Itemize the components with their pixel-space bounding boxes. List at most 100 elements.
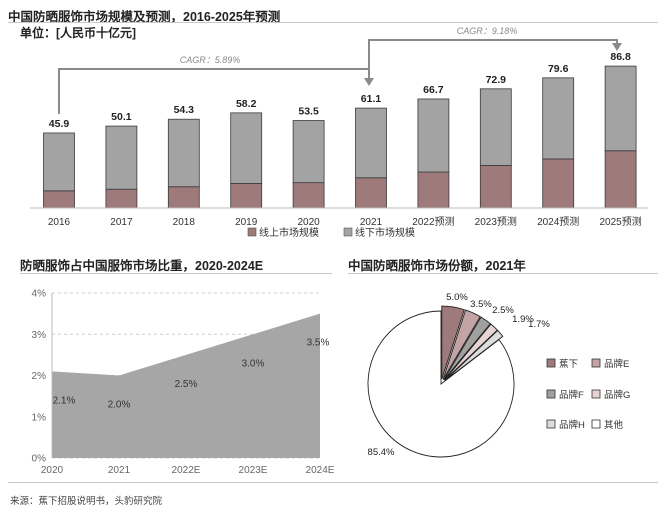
pie-slice-品牌H bbox=[444, 329, 504, 382]
pie-slice-蕉下 bbox=[441, 305, 465, 380]
bar-total-label-2021: 61.1 bbox=[361, 93, 382, 105]
pie-legend-swatch-其他 bbox=[591, 419, 601, 429]
bar-category-label-2025预测: 2025预测 bbox=[599, 215, 641, 228]
legend-swatch-offline bbox=[343, 227, 353, 237]
cagr-left-arrowhead bbox=[364, 78, 374, 86]
bar-category-label-2017: 2017 bbox=[110, 217, 133, 228]
area-value-label-2024E: 3.5% bbox=[307, 338, 330, 349]
bar-total-label-2022预测: 66.7 bbox=[423, 84, 444, 96]
cagr-right-label: CAGR：9.18% bbox=[457, 26, 518, 36]
pie-value-label-蕉下: 5.0% bbox=[446, 292, 468, 303]
pie-legend-label-品牌G: 品牌G bbox=[604, 389, 630, 401]
pie-legend-swatch-品牌F bbox=[546, 389, 556, 399]
pie-value-label-品牌H: 1.7% bbox=[528, 319, 550, 330]
bar-category-label-2024预测: 2024预测 bbox=[537, 215, 579, 228]
footer-rule bbox=[8, 482, 658, 483]
bar-chart-title: 中国防晒服饰市场规模及预测，2016-2025年预测 bbox=[8, 10, 281, 24]
bar-online-2025预测 bbox=[604, 150, 637, 209]
area-xtick-label-2022E: 2022E bbox=[172, 465, 201, 476]
pie-legend-label-蕉下: 蕉下 bbox=[559, 358, 578, 370]
pie-value-label-品牌F: 2.5% bbox=[492, 305, 514, 316]
bar-online-2016 bbox=[43, 190, 75, 209]
bar-offline-2016 bbox=[43, 132, 75, 192]
area-title-rule bbox=[20, 273, 332, 274]
pie-legend-swatch-品牌G bbox=[591, 389, 601, 399]
bar-online-2024预测 bbox=[542, 158, 575, 209]
bar-offline-2022预测 bbox=[417, 98, 450, 173]
pie-slice-品牌E bbox=[442, 309, 481, 380]
bar-offline-2023预测 bbox=[479, 88, 512, 166]
bar-total-label-2017: 50.1 bbox=[111, 111, 132, 123]
area-ytick-label-3: 3% bbox=[32, 330, 47, 341]
bar-online-2022预测 bbox=[417, 171, 450, 209]
legend-label-offline: 线下市场规模 bbox=[355, 226, 415, 239]
area-xtick-label-2024E: 2024E bbox=[306, 465, 335, 476]
bar-offline-2019 bbox=[230, 112, 263, 184]
bar-category-label-2023预测: 2023预测 bbox=[475, 215, 517, 228]
bar-total-label-2019: 58.2 bbox=[236, 98, 257, 110]
area-chart: 0% 1% 2% 3% 4% 2.1% 2020 2.0% 2021 2.5% 2022E 3.0% 2… bbox=[32, 289, 335, 477]
bar-total-label-2023预测: 72.9 bbox=[486, 74, 507, 86]
area-value-label-2020: 2.1% bbox=[53, 395, 76, 406]
bar-category-label-2020: 2020 bbox=[297, 217, 320, 228]
pie-legend-swatch-品牌H bbox=[546, 419, 556, 429]
pie-value-label-其他: 85.4% bbox=[368, 447, 395, 458]
pie-title-rule bbox=[348, 273, 658, 274]
bar-online-2018 bbox=[167, 186, 200, 209]
pie-slice-品牌G bbox=[444, 323, 498, 381]
bar-online-2019 bbox=[230, 183, 263, 209]
area-value-label-2021: 2.0% bbox=[108, 400, 131, 411]
bar-offline-2024预测 bbox=[542, 77, 575, 160]
source-note: 来源：蕉下招股说明书，头豹研究院 bbox=[10, 496, 163, 507]
bar-offline-2021 bbox=[355, 107, 387, 179]
area-ytick-label-1: 1% bbox=[32, 412, 47, 423]
bar-online-2020 bbox=[292, 182, 325, 209]
pie-slice-其他 bbox=[367, 310, 515, 458]
cagr-right-connector bbox=[368, 39, 618, 80]
area-ytick-label-0: 0% bbox=[32, 454, 47, 465]
pie-slice-品牌F bbox=[443, 316, 492, 381]
bar-offline-2025预测 bbox=[604, 65, 637, 152]
pie-legend-label-品牌H: 品牌H bbox=[559, 419, 585, 431]
unit-label: 单位：[人民币十亿元] bbox=[20, 26, 136, 40]
area-chart-title: 防晒服饰占中国服饰市场比重，2020-2024E bbox=[20, 259, 264, 273]
area-fill bbox=[52, 313, 320, 458]
pie-value-label-品牌G: 1.9% bbox=[512, 314, 534, 325]
area-value-label-2023E: 3.0% bbox=[242, 358, 265, 369]
bar-online-2017 bbox=[105, 188, 138, 209]
legend-swatch-online bbox=[247, 227, 257, 237]
pie-chart-title: 中国防晒服饰市场份额，2021年 bbox=[348, 259, 526, 273]
area-value-label-2022E: 2.5% bbox=[175, 379, 198, 390]
legend-label-online: 线上市场规模 bbox=[259, 226, 319, 239]
area-xtick-label-2023E: 2023E bbox=[239, 465, 268, 476]
cagr-left-connector bbox=[58, 68, 370, 114]
title-rule bbox=[8, 22, 658, 23]
pie-legend-swatch-品牌E bbox=[591, 358, 601, 368]
pie-value-label-品牌E: 3.5% bbox=[470, 299, 492, 310]
bar-total-label-2024预测: 79.6 bbox=[548, 63, 569, 75]
bar-category-label-2021: 2021 bbox=[360, 217, 383, 228]
cagr-right-arrowhead bbox=[612, 43, 622, 51]
bar-online-2023预测 bbox=[479, 165, 512, 209]
area-xtick-label-2020: 2020 bbox=[41, 465, 64, 476]
area-xtick-label-2021: 2021 bbox=[108, 465, 131, 476]
bar-offline-2018 bbox=[167, 118, 200, 188]
pie-legend-label-品牌F: 品牌F bbox=[559, 389, 584, 401]
bar-category-label-2022预测: 2022预测 bbox=[412, 215, 454, 228]
bar-offline-2017 bbox=[105, 125, 138, 190]
bar-total-label-2025预测: 86.8 bbox=[610, 51, 631, 63]
bar-online-2021 bbox=[355, 177, 387, 209]
pie-legend-swatch-蕉下 bbox=[546, 358, 556, 368]
bar-total-label-2020: 53.5 bbox=[298, 106, 319, 118]
bar-category-label-2019: 2019 bbox=[235, 217, 258, 228]
pie-legend-label-品牌E: 品牌E bbox=[604, 358, 629, 370]
area-ytick-label-4: 4% bbox=[32, 289, 47, 300]
pie-legend-label-其他: 其他 bbox=[604, 419, 624, 431]
pie-chart: 5.0%3.5%2.5%1.9%1.7% 85.4% 蕉下 品牌E 品牌F 品牌G 品牌H… bbox=[367, 292, 631, 458]
bar-chart: 45.9 2016 50.1 2017 54.3 2018 58.2 2019 53.5 2020… bbox=[30, 26, 648, 239]
bar-category-label-2018: 2018 bbox=[173, 217, 196, 228]
bar-offline-2020 bbox=[292, 120, 325, 184]
area-ytick-label-2: 2% bbox=[32, 371, 47, 382]
bar-category-label-2016: 2016 bbox=[48, 217, 71, 228]
cagr-left-label: CAGR：5.89% bbox=[180, 55, 241, 65]
